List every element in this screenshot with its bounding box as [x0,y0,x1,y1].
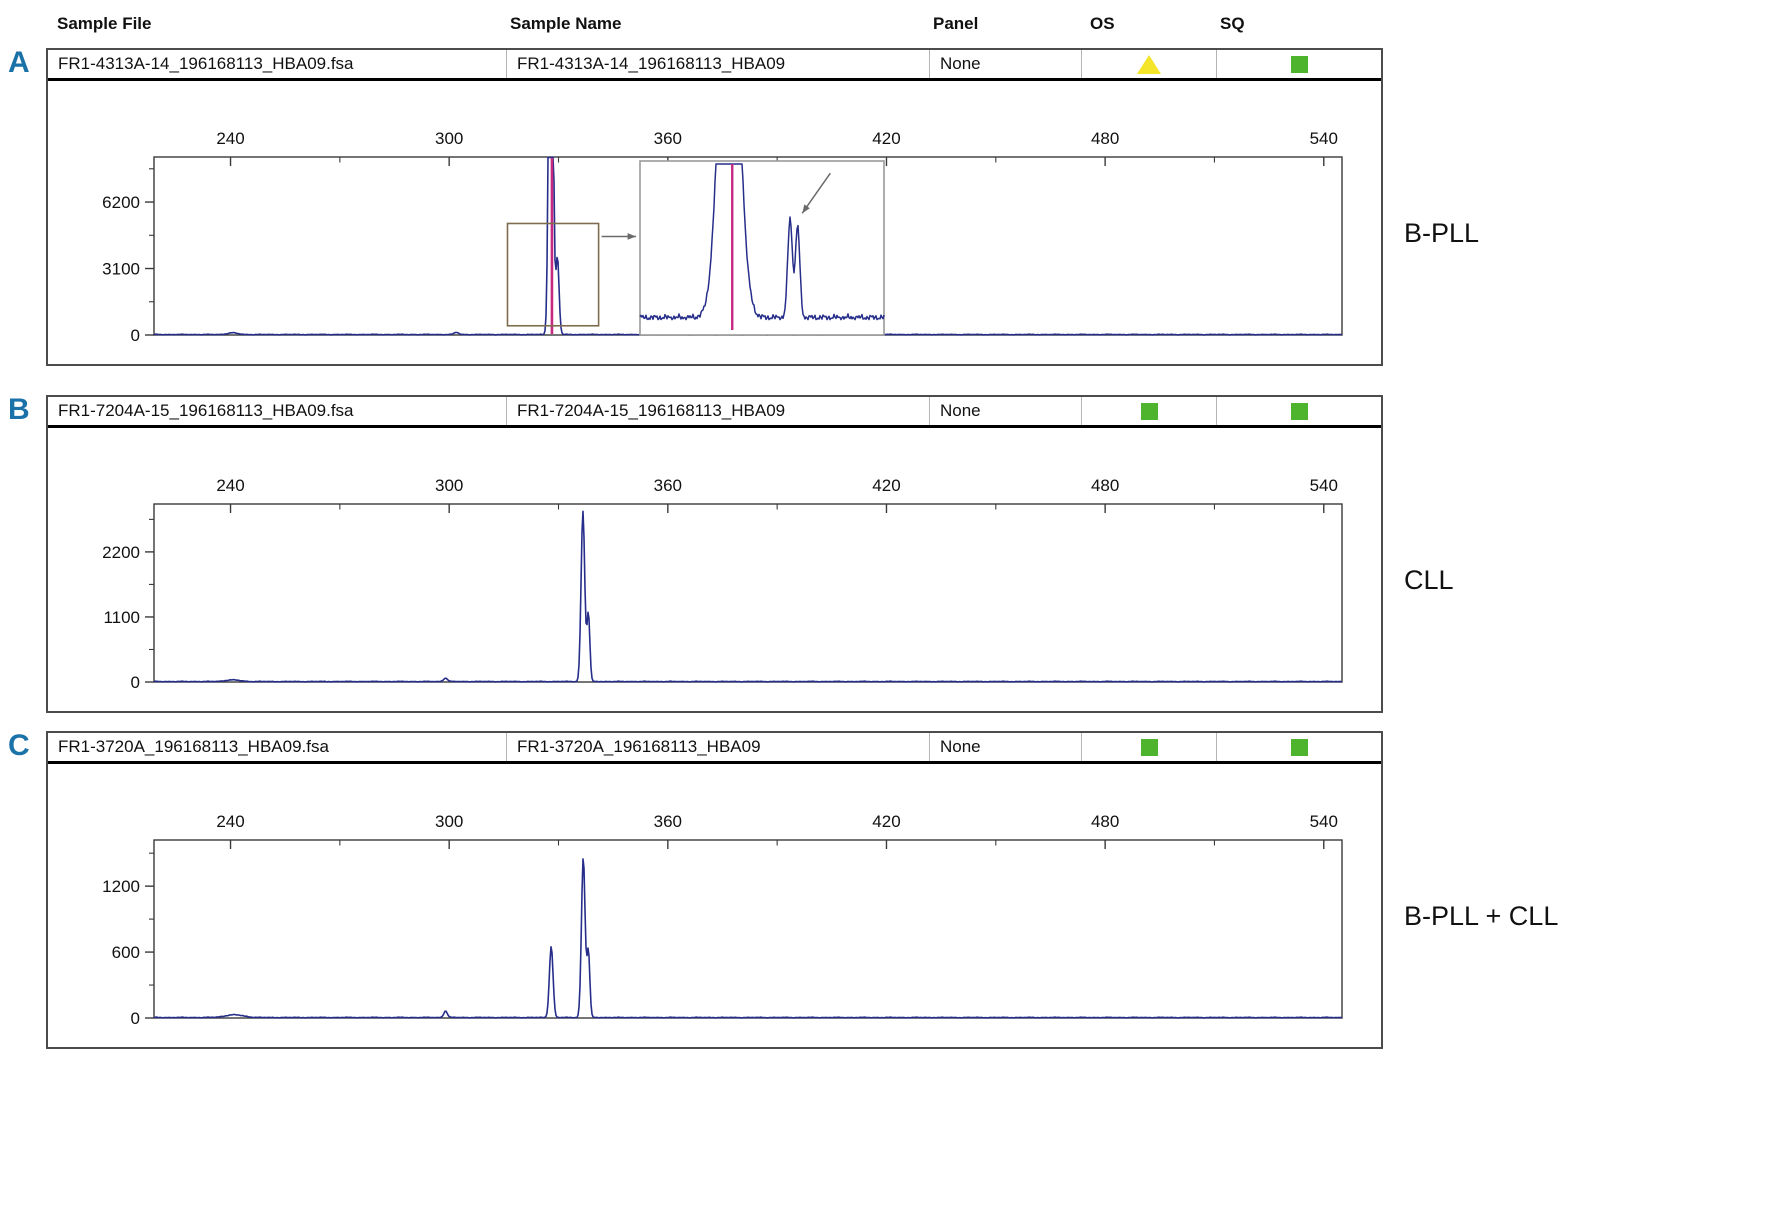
sample-file-cell[interactable]: FR1-4313A-14_196168113_HBA09.fsa [48,50,507,78]
sample-info-row: FR1-4313A-14_196168113_HBA09.fsa FR1-431… [48,50,1381,81]
electropherogram-panel-b: B FR1-7204A-15_196168113_HBA09.fsa FR1-7… [8,393,1454,713]
y-tick-label: 3100 [102,260,140,279]
x-tick-label: 240 [216,476,244,495]
sample-type-label: CLL [1404,565,1454,595]
x-tick-label: 480 [1091,476,1119,495]
column-header-os: OS [1090,14,1115,33]
plot-frame [153,503,1343,683]
plot-frame [153,839,1343,1019]
sample-file-cell[interactable]: FR1-3720A_196168113_HBA09.fsa [48,733,507,761]
y-tick-label: 2200 [102,543,140,562]
x-tick-label: 300 [435,476,463,495]
trace-line [153,858,1343,1019]
inset-trace-line [639,163,885,321]
panel-letter-a: A [8,46,30,79]
column-header-sample-file: Sample File [57,14,152,33]
sample-file-value: FR1-4313A-14_196168113_HBA09.fsa [58,54,354,73]
sq-flag-cell [1217,733,1381,761]
y-tick-label: 600 [112,943,140,962]
x-tick-label: 480 [1091,129,1119,148]
os-pass-square-icon [1140,738,1158,756]
sample-type-label: B-PLL [1404,218,1480,248]
sq-pass-square-icon [1290,55,1308,73]
x-tick-label: 420 [872,476,900,495]
panel-value: None [940,401,981,420]
zoom-inset-frame [639,160,885,336]
electropherogram-plot[interactable]: 240 300 360 420 480 540 0 1100 2200 [48,431,1385,693]
trace-line [153,510,1343,683]
sq-flag-cell [1217,50,1381,78]
sample-name-cell[interactable]: FR1-3720A_196168113_HBA09 [507,733,930,761]
x-tick-label: 540 [1310,476,1338,495]
panel-cell[interactable]: None [930,733,1082,761]
y-tick-label: 0 [131,326,140,345]
electropherogram-panel-a: A FR1-4313A-14_196168113_HBA09.fsa FR1-4… [8,46,1479,366]
y-tick-label: 1100 [103,608,140,627]
sample-name-cell[interactable]: FR1-7204A-15_196168113_HBA09 [507,397,930,425]
sample-file-cell[interactable]: FR1-7204A-15_196168113_HBA09.fsa [48,397,507,425]
panel-value: None [940,737,981,756]
biallelic-peak-arrow-head [802,204,810,214]
os-flag-cell [1082,397,1217,425]
sample-name-cell[interactable]: FR1-4313A-14_196168113_HBA09 [507,50,930,78]
zoom-connector-arrow-head [627,233,636,240]
x-tick-label: 540 [1310,129,1338,148]
panel-cell[interactable]: None [930,50,1082,78]
electropherogram-plot[interactable]: 240 300 360 420 480 540 0 3100 6200 [48,84,1385,346]
x-tick-label: 540 [1310,812,1338,831]
sample-info-row: FR1-7204A-15_196168113_HBA09.fsa FR1-720… [48,397,1381,428]
column-header-sq: SQ [1220,14,1245,33]
y-tick-label: 6200 [102,193,140,212]
y-tick-label: 0 [131,1009,140,1028]
x-tick-label: 240 [216,129,244,148]
os-pass-square-icon [1140,402,1158,420]
column-header-sample-name: Sample Name [510,14,622,33]
sample-name-value: FR1-7204A-15_196168113_HBA09 [517,401,786,420]
x-tick-label: 300 [435,129,463,148]
electropherogram-plot[interactable]: 240 300 360 420 480 540 0 600 1200 [48,767,1385,1029]
panel-cell[interactable]: None [930,397,1082,425]
x-tick-label: 480 [1091,812,1119,831]
x-tick-label: 360 [654,476,682,495]
electropherogram-panel-c: C FR1-3720A_196168113_HBA09.fsa FR1-3720… [8,729,1558,1049]
sq-pass-square-icon [1290,402,1308,420]
os-flag-cell [1082,733,1217,761]
panel-letter-c: C [8,729,30,762]
sample-file-value: FR1-7204A-15_196168113_HBA09.fsa [58,401,354,420]
x-tick-label: 240 [216,812,244,831]
x-tick-label: 420 [872,129,900,148]
zoom-source-box [506,222,600,327]
x-tick-label: 360 [654,812,682,831]
panel-letter-b: B [8,393,30,426]
sample-file-value: FR1-3720A_196168113_HBA09.fsa [58,737,329,756]
y-tick-label: 0 [131,673,140,692]
sample-name-value: FR1-4313A-14_196168113_HBA09 [517,54,786,73]
panel-value: None [940,54,981,73]
x-tick-label: 420 [872,812,900,831]
sample-name-value: FR1-3720A_196168113_HBA09 [517,737,761,756]
sample-type-label: B-PLL + CLL [1404,901,1559,931]
sample-info-row: FR1-3720A_196168113_HBA09.fsa FR1-3720A_… [48,733,1381,764]
os-flag-cell [1082,50,1217,78]
column-header-panel: Panel [933,14,979,33]
sq-flag-cell [1217,397,1381,425]
sq-pass-square-icon [1290,738,1308,756]
x-tick-label: 300 [435,812,463,831]
os-warning-triangle-icon [1137,54,1161,74]
y-tick-label: 1200 [102,877,140,896]
x-tick-label: 360 [654,129,682,148]
